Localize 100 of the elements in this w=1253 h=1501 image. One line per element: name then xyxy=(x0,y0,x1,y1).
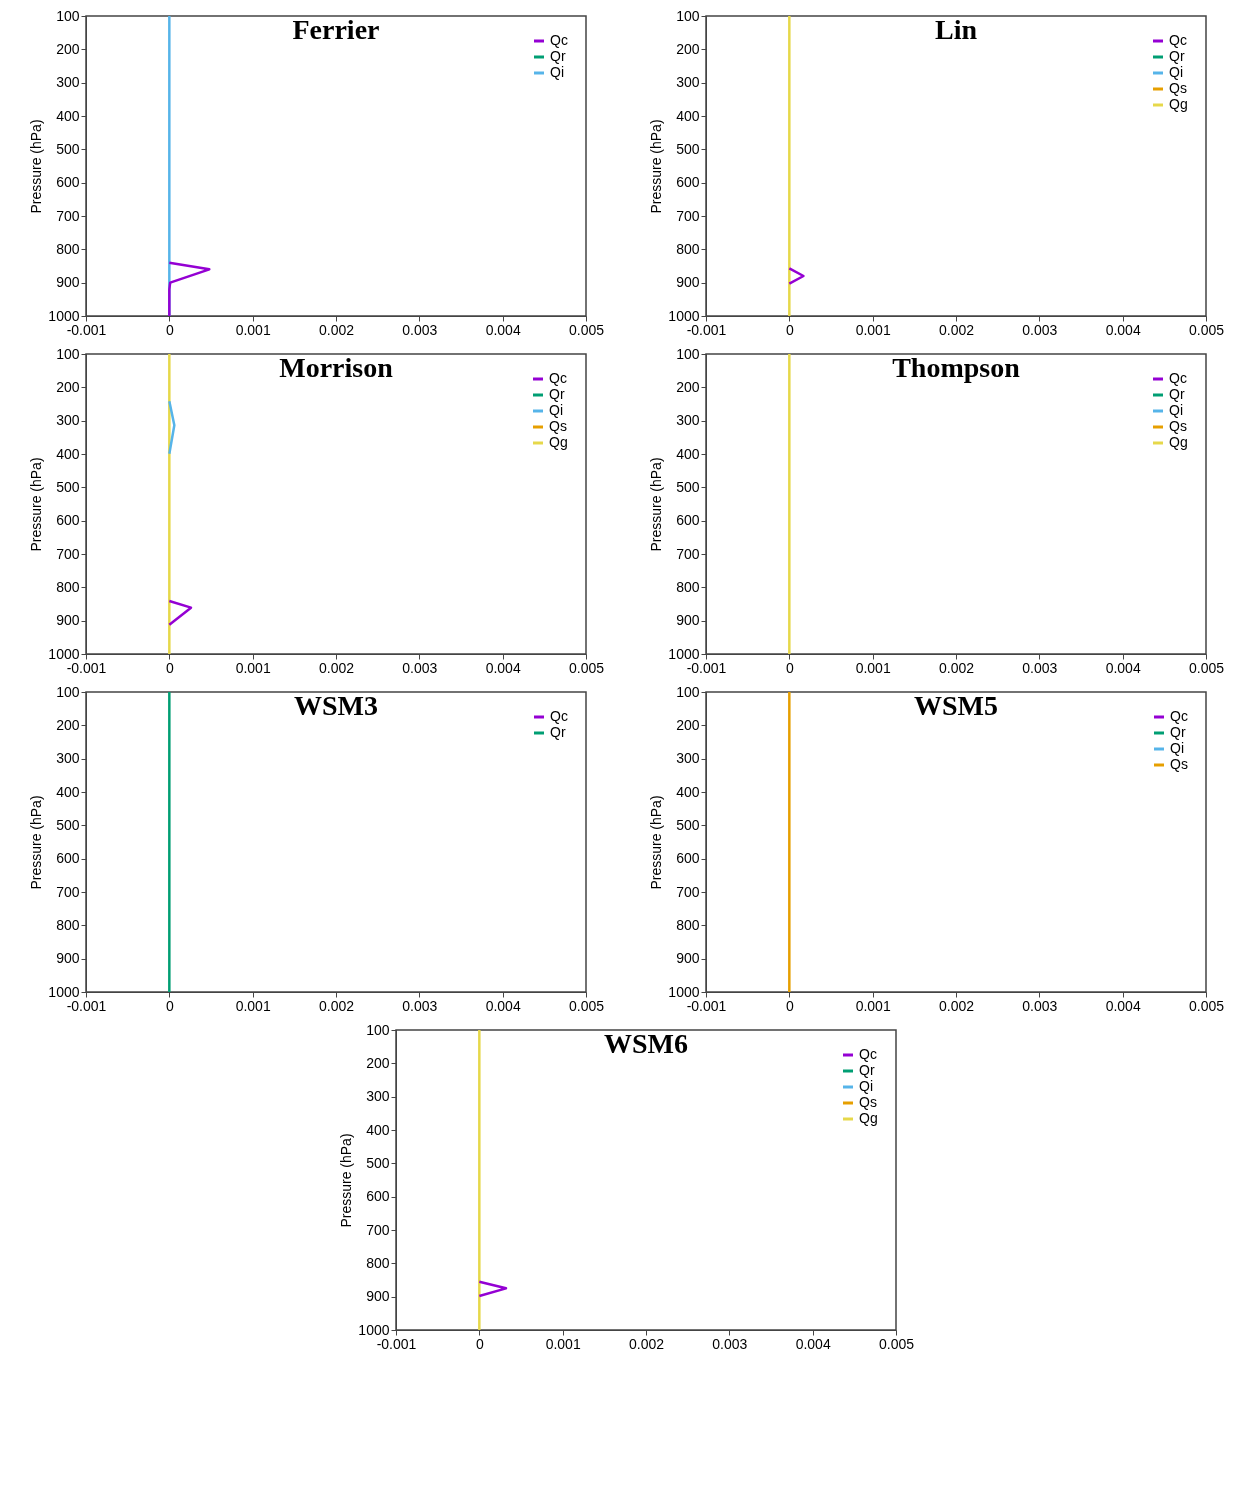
y-tick-label: 600 xyxy=(676,850,700,867)
y-tick-label: 300 xyxy=(366,1088,390,1105)
y-tick-label: 200 xyxy=(676,716,700,733)
x-tick-label: 0.003 xyxy=(1022,321,1058,338)
x-tick-label: 0.002 xyxy=(938,659,975,676)
legend-label: Qi xyxy=(1170,740,1184,756)
y-tick-label: 300 xyxy=(676,74,700,91)
y-tick-label: 500 xyxy=(56,478,80,495)
legend-label: Qs xyxy=(1170,756,1188,772)
legend-label: Qc xyxy=(550,708,568,724)
y-tick-label: 700 xyxy=(56,207,80,224)
legend-label: Qi xyxy=(1169,64,1183,80)
x-tick-label: 0.003 xyxy=(402,321,438,338)
y-tick-label: 600 xyxy=(56,512,80,529)
x-tick-label: 0.003 xyxy=(712,1335,748,1352)
x-tick-label: 0.003 xyxy=(1022,997,1058,1014)
x-tick-label: 0.003 xyxy=(402,659,438,676)
x-tick-label: 0.004 xyxy=(1105,321,1141,338)
x-tick-label: 0.001 xyxy=(855,321,891,338)
x-tick-label: 0.005 xyxy=(568,997,605,1014)
y-tick-label: 100 xyxy=(56,7,80,24)
x-tick-label: -0.001 xyxy=(66,997,107,1014)
y-tick-label: 100 xyxy=(676,7,700,24)
chart-title: Lin xyxy=(934,14,978,45)
legend-label: Qi xyxy=(549,402,563,418)
x-tick-label: 0 xyxy=(165,659,174,676)
y-tick-label: 200 xyxy=(366,1054,390,1071)
chart-title: Thompson xyxy=(892,352,1021,383)
x-tick-label: 0 xyxy=(785,659,794,676)
legend-label: Qr xyxy=(1169,386,1185,402)
x-tick-label: 0.005 xyxy=(568,659,605,676)
x-tick-label: 0.004 xyxy=(1105,659,1141,676)
legend-label: Qi xyxy=(1169,402,1183,418)
y-tick-label: 200 xyxy=(56,378,80,395)
x-tick-label: 0.003 xyxy=(402,997,438,1014)
x-tick-label: 0.001 xyxy=(545,1335,581,1352)
x-tick-label: 0.001 xyxy=(855,997,891,1014)
y-tick-label: 800 xyxy=(56,916,80,933)
y-tick-label: 100 xyxy=(676,345,700,362)
legend-label: Qs xyxy=(1169,418,1187,434)
chart-title: Morrison xyxy=(279,352,394,383)
x-tick-label: 0.003 xyxy=(1022,659,1058,676)
x-tick-label: 0.004 xyxy=(1105,997,1141,1014)
y-tick-label: 600 xyxy=(676,174,700,191)
x-tick-label: 0.005 xyxy=(878,1335,915,1352)
x-tick-label: 0.001 xyxy=(855,659,891,676)
y-tick-label: 1000 xyxy=(668,645,700,662)
legend-label: Qg xyxy=(1169,434,1188,450)
y-tick-label: 700 xyxy=(676,545,700,562)
legend-label: Qg xyxy=(549,434,568,450)
x-tick-label: 0.001 xyxy=(235,997,271,1014)
legend-label: Qc xyxy=(859,1046,877,1062)
x-tick-label: 0.004 xyxy=(795,1335,831,1352)
x-tick-label: 0.004 xyxy=(485,321,521,338)
y-tick-label: 600 xyxy=(56,850,80,867)
legend-label: Qr xyxy=(859,1062,875,1078)
y-tick-label: 800 xyxy=(676,578,700,595)
y-tick-label: 100 xyxy=(56,345,80,362)
legend-label: Qc xyxy=(549,370,567,386)
x-tick-label: 0.004 xyxy=(485,659,521,676)
legend-label: Qc xyxy=(550,32,568,48)
y-tick-label: 900 xyxy=(366,1288,390,1305)
x-tick-label: 0 xyxy=(475,1335,484,1352)
legend-label: Qs xyxy=(859,1094,877,1110)
x-tick-label: 0.004 xyxy=(485,997,521,1014)
y-tick-label: 1000 xyxy=(668,307,700,324)
x-tick-label: 0.001 xyxy=(235,659,271,676)
x-tick-label: -0.001 xyxy=(66,659,107,676)
y-axis-title: Pressure (hPa) xyxy=(338,1133,355,1228)
y-tick-label: 300 xyxy=(56,74,80,91)
x-tick-label: 0.001 xyxy=(235,321,271,338)
y-tick-label: 800 xyxy=(366,1254,390,1271)
y-tick-label: 300 xyxy=(676,750,700,767)
x-tick-label: 0 xyxy=(785,997,794,1014)
y-tick-label: 900 xyxy=(676,274,700,291)
y-axis-title: Pressure (hPa) xyxy=(648,457,665,552)
x-tick-label: 0.005 xyxy=(1188,321,1225,338)
y-tick-label: 500 xyxy=(56,140,80,157)
x-tick-label: -0.001 xyxy=(686,997,727,1014)
legend-label: Qr xyxy=(1169,48,1185,64)
y-tick-label: 1000 xyxy=(358,1321,390,1338)
y-tick-label: 300 xyxy=(56,750,80,767)
y-tick-label: 200 xyxy=(676,378,700,395)
x-tick-label: 0.002 xyxy=(318,659,355,676)
x-tick-label: 0.002 xyxy=(938,997,975,1014)
legend-label: Qg xyxy=(1169,96,1188,112)
y-tick-label: 1000 xyxy=(48,645,80,662)
y-tick-label: 1000 xyxy=(668,983,700,1000)
x-tick-label: -0.001 xyxy=(686,659,727,676)
legend-label: Qi xyxy=(550,64,564,80)
y-axis-title: Pressure (hPa) xyxy=(28,119,45,214)
chart-title: WSM5 xyxy=(914,690,998,721)
y-tick-label: 400 xyxy=(366,1121,390,1138)
x-tick-label: 0 xyxy=(165,997,174,1014)
y-tick-label: 900 xyxy=(56,950,80,967)
y-tick-label: 900 xyxy=(56,612,80,629)
y-tick-label: 600 xyxy=(56,174,80,191)
y-tick-label: 900 xyxy=(676,612,700,629)
legend-label: Qg xyxy=(859,1110,878,1126)
legend-label: Qc xyxy=(1169,32,1187,48)
